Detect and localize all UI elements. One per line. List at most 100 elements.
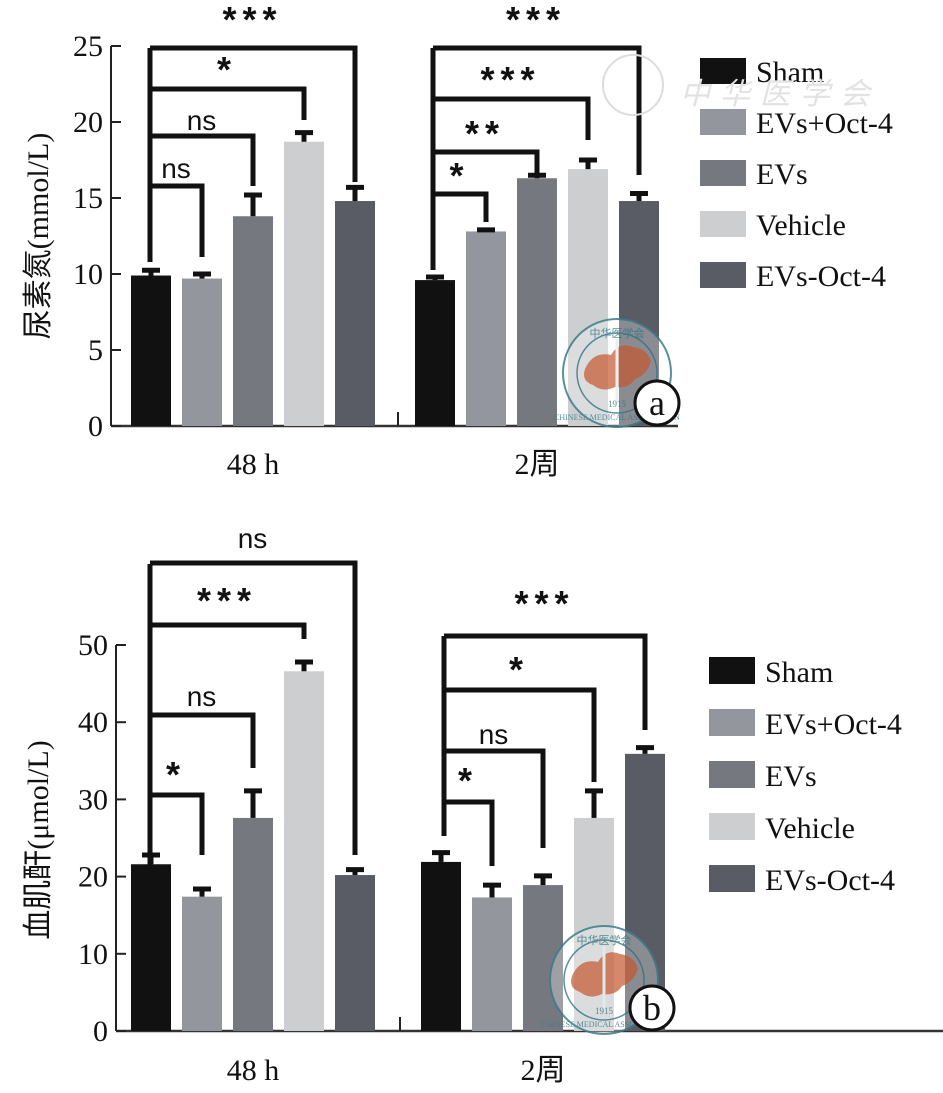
significance-bracket [150, 45, 358, 182]
y-tick-label: 10 [78, 938, 108, 971]
significance-label: * [166, 754, 186, 795]
significance-bracket [150, 792, 205, 855]
legend-label: EVs+Oct-4 [756, 107, 893, 140]
x-category-label: 48 h [227, 1054, 280, 1087]
stamp-year: 1915 [608, 399, 627, 409]
y-tick-label: 20 [78, 861, 108, 894]
significance-bracket [150, 183, 205, 257]
stamp-bottom-text: CHINESE MEDICAL ASSOCIATION [554, 413, 680, 422]
bar-evs [517, 178, 557, 426]
significance-bracket [150, 622, 307, 639]
significance-label: *** [506, 0, 566, 40]
bar-sham [131, 275, 171, 426]
legend-label: EVs [756, 158, 808, 191]
x-category-label: 48 h [227, 448, 280, 481]
bar-evs-oct-4 [182, 896, 222, 1031]
bar-vehicle [284, 141, 324, 426]
significance-bracket [433, 191, 489, 222]
significance-label: ns [479, 719, 509, 750]
panel-label: b [643, 988, 661, 1028]
legend-swatch [709, 865, 755, 892]
legend-label: Vehicle [765, 812, 855, 845]
significance-label: ns [238, 523, 268, 554]
y-tick-label: 20 [73, 106, 103, 139]
bar-sham [415, 280, 455, 426]
y-axis-label: 尿素氮(mmol/L) [22, 133, 55, 340]
legend-label: Vehicle [756, 209, 846, 242]
significance-bracket [150, 86, 307, 120]
significance-label: *** [222, 0, 282, 40]
stamp-top-text: 中华医学会 [577, 933, 632, 947]
significance-bracket [444, 799, 495, 866]
legend-label: EVs-Oct-4 [756, 260, 886, 293]
significance-bracket [433, 96, 591, 140]
significance-bracket [433, 149, 540, 178]
significance-bracket [433, 45, 642, 175]
significance-bracket [444, 687, 597, 782]
x-category-label: 2周 [521, 1054, 566, 1087]
significance-label: ns [161, 153, 191, 184]
bar-sham [421, 861, 461, 1031]
legend-swatch [700, 58, 746, 84]
legend-swatch [709, 709, 755, 736]
faint-watermark-stamp [602, 54, 664, 116]
bar-evs [233, 216, 273, 426]
panel-label: a [649, 383, 665, 423]
y-tick-label: 40 [78, 706, 108, 739]
panel-label-circle [628, 984, 676, 1032]
legend-swatch [709, 657, 755, 684]
legend-swatch [700, 160, 746, 186]
stamp-top-text: 中华医学会 [590, 326, 645, 340]
y-tick-label: 30 [78, 783, 108, 816]
stamp-bottom-text: CHINESE MEDICAL ASSOCIATION [541, 1020, 667, 1029]
significance-bracket [150, 712, 256, 768]
legend-swatch [700, 211, 746, 237]
significance-label: * [458, 760, 478, 801]
significance-label: ns [187, 105, 217, 136]
y-tick-label: 10 [73, 258, 103, 291]
legend-swatch [700, 262, 746, 288]
significance-label: ** [465, 113, 505, 154]
y-axis-label: 血肌酐(μmol/L) [22, 740, 55, 939]
significance-label: ns [187, 681, 217, 712]
bar-evs-oct-4 [182, 278, 222, 426]
stamp-inner-ring [563, 939, 645, 1021]
legend-label: EVs-Oct-4 [765, 864, 895, 897]
bar-evs-oct-4 [335, 875, 375, 1031]
legend-swatch [709, 761, 755, 788]
bar-evs-oct-4 [466, 231, 506, 426]
y-tick-label: 0 [93, 1015, 108, 1048]
legend-label: EVs [765, 760, 817, 793]
significance-label: *** [514, 583, 574, 624]
x-category-label: 2周 [515, 448, 560, 481]
faint-watermark-text: 中华医学会 [680, 78, 880, 111]
significance-label: * [449, 155, 469, 196]
bar-vehicle [284, 671, 324, 1031]
y-tick-label: 5 [88, 334, 103, 367]
y-tick-label: 50 [78, 629, 108, 662]
bar-evs [233, 817, 273, 1031]
significance-bracket [444, 748, 546, 848]
legend-swatch [700, 109, 746, 135]
significance-label: *** [480, 59, 540, 100]
legend-label: Sham [765, 656, 833, 689]
significance-label: *** [197, 580, 257, 621]
bar-evs-oct-4 [335, 201, 375, 426]
bar-evs-oct-4 [472, 897, 512, 1031]
legend-label: Sham [756, 56, 824, 89]
legend-swatch [709, 813, 755, 840]
stamp-year: 1915 [595, 1006, 614, 1016]
significance-bracket [150, 133, 256, 186]
y-tick-label: 25 [73, 30, 103, 63]
significance-label: * [509, 649, 529, 690]
y-tick-label: 15 [73, 182, 103, 215]
significance-bracket [444, 633, 648, 730]
y-tick-label: 0 [88, 410, 103, 443]
stamp-inner-ring [576, 332, 658, 414]
panel-label-circle [633, 379, 681, 427]
legend-label: EVs+Oct-4 [765, 708, 902, 741]
